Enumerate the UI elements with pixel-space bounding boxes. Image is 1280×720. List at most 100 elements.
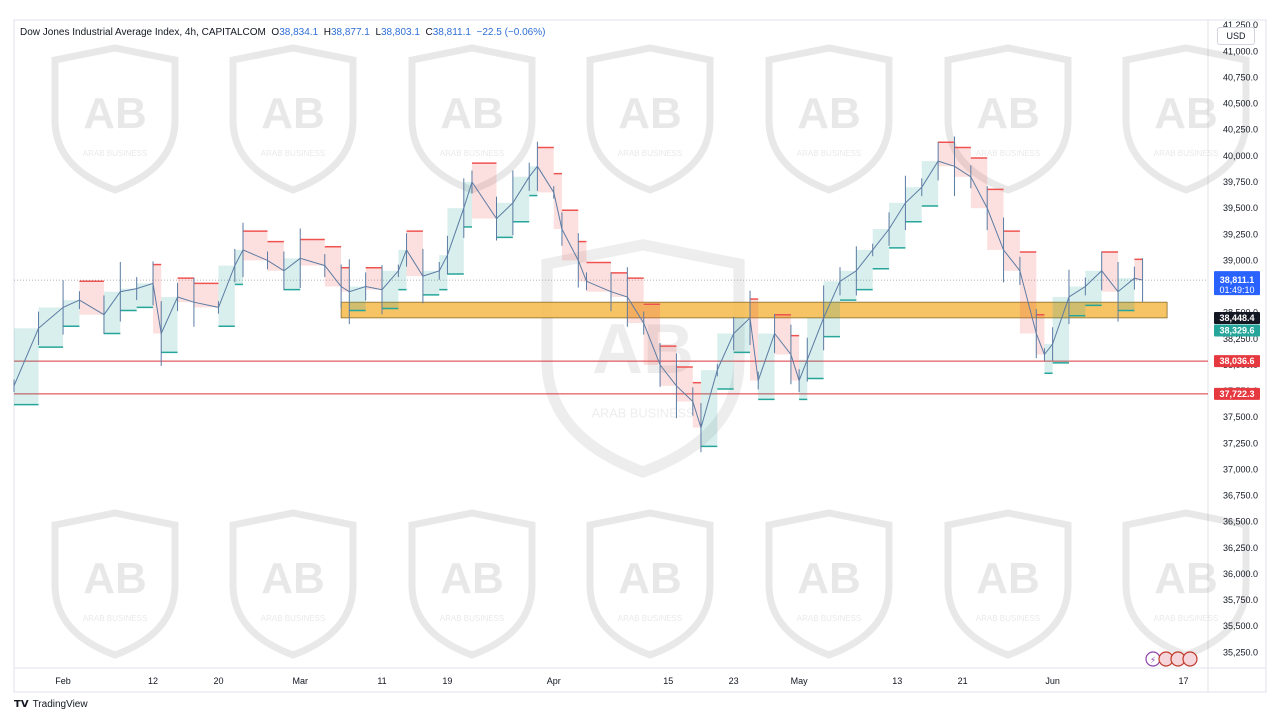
support-line-label-box <box>1214 355 1260 368</box>
x-tick-label: 12 <box>148 676 158 686</box>
band-up <box>799 359 808 400</box>
watermark-text: ARAB BUSINESS <box>976 614 1040 623</box>
band-up <box>921 161 939 207</box>
x-tick-label: 20 <box>213 676 223 686</box>
tradingview-logo-icon: TV <box>14 699 29 710</box>
y-tick-label: 40,000.0 <box>1223 151 1258 161</box>
band-up <box>733 317 751 353</box>
band-up <box>1085 270 1102 306</box>
band-up <box>839 270 857 301</box>
level-label: 38,329.6 <box>1219 325 1254 335</box>
watermark-shield-icon: AB ARAB BUSINESS <box>51 44 179 194</box>
time-axis[interactable]: Feb 12 20 Mar 11 19 Apr 15 23 May 13 21 Jun 17 <box>55 676 1188 686</box>
watermark-text: ARAB BUSINESS <box>618 149 682 158</box>
change-value: −22.5 (−0.06%) <box>476 27 546 38</box>
level-label: 38,448.4 <box>1219 313 1254 323</box>
y-tick-label: 40,750.0 <box>1223 72 1258 82</box>
support-line-label: 38,036.6 <box>1219 356 1254 366</box>
countdown-label: 01:49:10 <box>1219 285 1254 295</box>
band-down <box>676 366 693 402</box>
band-up <box>447 208 464 274</box>
watermark-shield-icon: AB ARAB BUSINESS <box>51 509 179 659</box>
band-down <box>774 314 791 355</box>
symbol-legend[interactable]: Dow Jones Industrial Average Index, 4h, … <box>20 27 545 38</box>
support-zone-rect <box>340 301 1168 319</box>
watermark-text: ARAB BUSINESS <box>440 614 504 623</box>
band-up <box>1044 344 1053 374</box>
open-value: 38,834.1 <box>279 27 319 38</box>
x-tick-label: May <box>791 676 809 686</box>
watermark-text: ARAB BUSINESS <box>591 406 694 421</box>
band-up <box>758 333 775 400</box>
y-tick-label: 35,250.0 <box>1223 647 1258 657</box>
band-up <box>398 249 407 290</box>
support-line-label: 37,722.3 <box>1219 389 1254 399</box>
support-zone <box>340 301 1168 319</box>
y-tick-label: 41,000.0 <box>1223 46 1258 56</box>
band-down <box>1019 252 1037 334</box>
event-flags-icon[interactable]: ⚡ <box>1145 651 1198 667</box>
price-axis[interactable]: 41,250.0 41,000.0 40,750.0 40,500.0 40,250.0… <box>1223 20 1258 657</box>
watermark-shield-icon: AB ARAB BUSINESS <box>944 44 1072 194</box>
x-tick-label: 13 <box>892 676 902 686</box>
low-label: L <box>375 27 381 38</box>
x-tick-label: 21 <box>958 676 968 686</box>
y-tick-label: 36,250.0 <box>1223 543 1258 553</box>
level-label-box <box>1214 324 1260 337</box>
y-tick-label: 41,250.0 <box>1223 20 1258 30</box>
price-line <box>13 160 1143 430</box>
watermark-text: ARAB BUSINESS <box>261 614 325 623</box>
svg-text:⚡: ⚡ <box>1150 655 1156 665</box>
band-down <box>627 278 644 324</box>
watermark-text: ARAB BUSINESS <box>1154 149 1218 158</box>
svg-text:AB: AB <box>618 554 682 603</box>
x-tick-label: Mar <box>292 676 308 686</box>
band-down <box>643 304 661 365</box>
watermark-text: ARAB BUSINESS <box>797 614 861 623</box>
band-down <box>300 239 325 266</box>
symbol-name: Dow Jones Industrial Average Index, 4h, … <box>20 27 266 38</box>
band-down <box>267 241 284 271</box>
currency-button[interactable]: USD <box>1217 27 1255 45</box>
band-down <box>692 382 701 428</box>
watermark-shield-icon: AB ARAB BUSINESS <box>1122 44 1250 194</box>
band-down <box>660 346 677 386</box>
watermark-text: ARAB BUSINESS <box>83 614 147 623</box>
trend-band <box>14 141 1143 448</box>
band-up <box>38 307 64 348</box>
band-up <box>1068 286 1086 316</box>
watermark-text: ARAB BUSINESS <box>797 149 861 158</box>
band-down <box>790 335 800 381</box>
band-up <box>700 370 718 447</box>
band-up <box>349 286 366 311</box>
watermark-shield-icon: AB ARAB BUSINESS <box>408 509 536 659</box>
svg-text:AB: AB <box>83 89 147 138</box>
band-down <box>954 147 971 177</box>
band-down <box>341 267 350 292</box>
y-tick-label: 35,750.0 <box>1223 595 1258 605</box>
svg-text:AB: AB <box>261 89 325 138</box>
band-up <box>120 288 137 311</box>
band-down <box>324 246 342 287</box>
x-tick-label: 19 <box>442 676 452 686</box>
watermark-shield-icon: AB ARAB BUSINESS <box>765 509 893 659</box>
svg-text:AB: AB <box>797 554 861 603</box>
band-up <box>512 176 530 222</box>
x-tick-label: 23 <box>729 676 739 686</box>
band-down <box>406 231 423 277</box>
tradingview-brand[interactable]: TV TradingView <box>14 699 88 710</box>
band-up <box>807 317 824 379</box>
band-down <box>1134 259 1143 281</box>
band-up <box>856 249 873 290</box>
x-tick-label: Jun <box>1045 676 1060 686</box>
y-tick-label: 36,000.0 <box>1223 569 1258 579</box>
band-up <box>529 166 538 196</box>
band-down <box>750 299 759 381</box>
close-value: 38,811.1 <box>432 27 471 38</box>
band-down <box>537 147 554 193</box>
band-up <box>63 300 80 327</box>
x-tick-label: 17 <box>1178 676 1188 686</box>
price-labels: 38,811.101:49:10 38,448.4 38,329.6 38,036.6… <box>1214 271 1260 400</box>
x-tick-label: Apr <box>547 676 561 686</box>
